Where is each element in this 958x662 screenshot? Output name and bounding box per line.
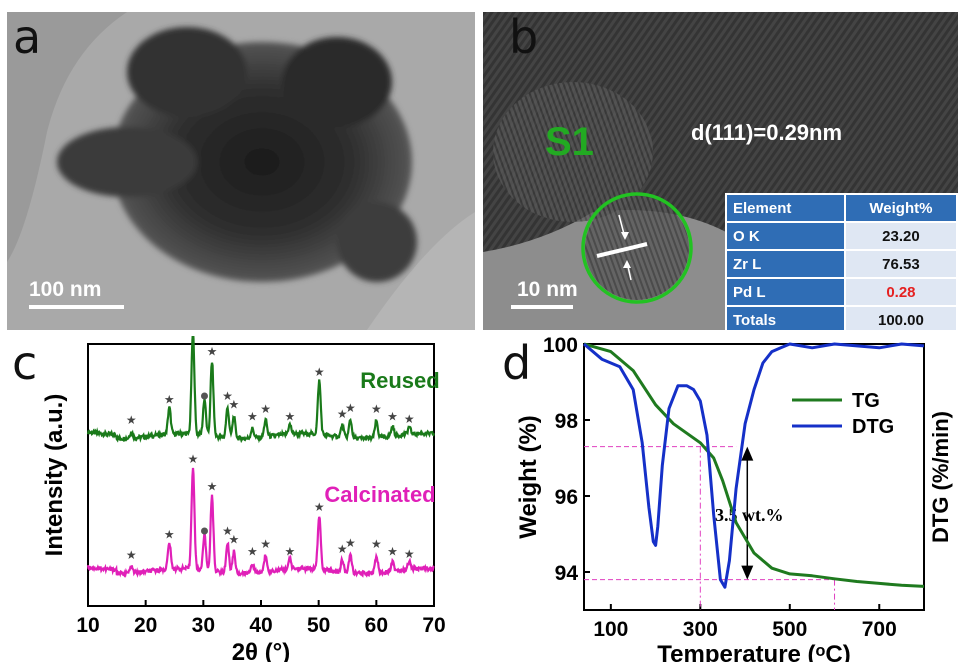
edx-table: Element Weight% O K 23.20 Zr L 76.53 Pd …: [725, 193, 958, 330]
panel-c-xrd-chart: 10 20 30 40 50 60 70 2θ (°) Intensity (a.u.) ★ ★ ★ ★…: [0, 336, 470, 662]
plot-frame: [583, 343, 925, 611]
panel-label-d: d: [502, 336, 532, 390]
peak-star-marker: ★: [345, 536, 356, 550]
x-axis-label: 2θ (°): [232, 639, 291, 662]
peak-star-marker: ★: [126, 413, 137, 427]
x-tick-label: 20: [134, 614, 157, 637]
annotation-arrowhead: [741, 446, 754, 461]
series-line-dtg: [583, 342, 925, 589]
peak-star-marker: ★: [229, 532, 240, 546]
legend-label: TG: [852, 390, 880, 412]
y-axis-label-right: DTG (%/min): [928, 411, 953, 543]
xrd-series-calcinated: [86, 467, 435, 579]
edx-table-header: Element Weight%: [725, 193, 958, 223]
peak-star-marker: ★: [337, 407, 348, 421]
edx-row: O K 23.20: [725, 221, 958, 251]
x-tick-label: 50: [307, 614, 330, 637]
peak-star-marker: ★: [222, 524, 233, 538]
edx-row: Zr L 76.53: [725, 249, 958, 279]
annotation-label: 3.5 wt.%: [715, 505, 784, 525]
peak-star-marker: ★: [314, 365, 325, 379]
y-axis-label: Weight (%): [515, 415, 542, 539]
peak-star-marker: ★: [164, 528, 175, 542]
series-line-tg: [583, 342, 925, 588]
xrd-series-reused: [86, 336, 436, 444]
peak-star-marker: ★: [284, 409, 295, 423]
x-tick-label: 30: [192, 614, 215, 637]
y-axis-label: Intensity (a.u.): [41, 394, 68, 557]
x-tick-label: 70: [422, 614, 445, 637]
peak-ball-marker: [200, 527, 208, 535]
peak-star-marker: ★: [229, 397, 240, 411]
panel-label-a: a: [13, 12, 42, 64]
panel-label-c: c: [12, 336, 38, 390]
peak-star-marker: ★: [387, 544, 398, 558]
x-axis-label: Temperature (ᵒC): [657, 641, 850, 662]
peak-star-marker: ★: [345, 401, 356, 415]
peak-star-marker: ★: [260, 402, 271, 416]
x-tick-label: 10: [76, 614, 99, 637]
peak-star-marker: ★: [247, 544, 258, 558]
y-tick-label: 100: [543, 336, 578, 357]
x-tick-label: 700: [862, 618, 897, 641]
edx-weight: 76.53: [843, 249, 958, 279]
edx-row: Totals 100.00: [725, 305, 958, 330]
peak-star-marker: ★: [247, 409, 258, 423]
legend-label: DTG: [852, 416, 894, 438]
edx-weight: 23.20: [843, 221, 958, 251]
peak-star-marker: ★: [314, 500, 325, 514]
edx-row: Pd L 0.28: [725, 277, 958, 307]
panel-label-b: b: [509, 12, 539, 64]
peak-star-marker: ★: [207, 480, 218, 494]
peak-star-marker: ★: [284, 544, 295, 558]
d-spacing-label: d(111)=0.29nm: [691, 120, 843, 145]
panel-d-tga-chart: 100 300 500 700 94 96 98 100 Temperature (ᵒC) Wei…: [480, 336, 958, 662]
scale-text-a: 100 nm: [29, 278, 102, 301]
x-tick-label: 40: [249, 614, 272, 637]
peak-star-marker: ★: [207, 345, 218, 359]
peak-star-marker: ★: [126, 548, 137, 562]
x-tick-label: 300: [683, 618, 718, 641]
peak-star-marker: ★: [371, 402, 382, 416]
hrtem-image-b: [483, 12, 958, 330]
edx-header-element: Element: [725, 193, 846, 223]
edx-element: O K: [725, 221, 846, 251]
peak-star-marker: ★: [387, 409, 398, 423]
series-label: Reused: [360, 368, 439, 393]
panel-b-hrtem-image: b S1 d(111)=0.29nm 10 nm Element Weight%…: [483, 12, 958, 330]
peak-star-marker: ★: [404, 547, 415, 561]
scale-bar-a: [29, 305, 124, 309]
edx-weight: 100.00: [843, 305, 958, 330]
peak-star-marker: ★: [164, 393, 175, 407]
series-label: Calcinated: [324, 482, 435, 507]
peak-star-marker: ★: [371, 537, 382, 551]
peak-ball-marker: [200, 392, 208, 400]
edx-weight: 0.28: [843, 277, 958, 307]
peak-star-marker: ★: [222, 389, 233, 403]
edx-element: Totals: [725, 305, 846, 330]
tem-image-a: [7, 12, 475, 330]
region-label-s1: S1: [545, 120, 594, 164]
peak-star-marker: ★: [188, 452, 199, 466]
y-tick-label: 98: [555, 410, 579, 433]
tga-chart-svg: 100 300 500 700 94 96 98 100 Temperature (ᵒC) Wei…: [515, 336, 953, 662]
edx-header-weight: Weight%: [843, 193, 958, 223]
x-tick-label: 60: [365, 614, 388, 637]
peak-star-marker: ★: [337, 542, 348, 556]
x-tick-label: 500: [772, 618, 807, 641]
panel-a-tem-image: a 100 nm: [7, 12, 475, 330]
edx-element: Zr L: [725, 249, 846, 279]
scale-text-b: 10 nm: [517, 278, 578, 301]
edx-element: Pd L: [725, 277, 846, 307]
annotation-arrowhead: [741, 565, 754, 580]
peak-star-marker: ★: [404, 412, 415, 426]
y-tick-label: 96: [555, 486, 578, 509]
x-tick-label: 100: [593, 618, 628, 641]
peak-star-marker: ★: [260, 537, 271, 551]
y-tick-label: 94: [555, 562, 579, 585]
scale-bar-b: [511, 305, 573, 309]
